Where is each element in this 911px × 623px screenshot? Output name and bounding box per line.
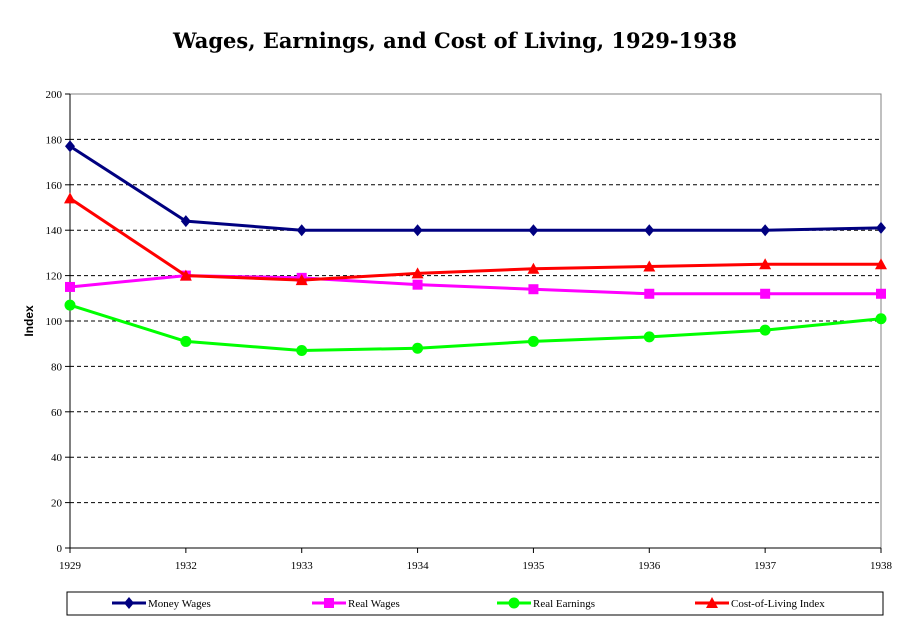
- legend-marker: [324, 598, 334, 608]
- series-cost-of-living-index: [64, 192, 887, 286]
- series-line: [69, 274, 881, 296]
- data-point: [760, 224, 771, 237]
- legend-label: Real Wages: [348, 598, 400, 610]
- data-point: [644, 224, 655, 237]
- legend-marker: [508, 597, 520, 609]
- legend-item: Money Wages: [112, 597, 211, 610]
- series-real-earnings: [64, 299, 887, 357]
- x-tick-label: 1934: [407, 560, 430, 572]
- y-tick-label: 120: [46, 271, 63, 283]
- legend-item: Real Earnings: [497, 597, 595, 610]
- data-point: [759, 258, 772, 270]
- data-point: [759, 324, 771, 336]
- y-tick-label: 20: [51, 498, 63, 510]
- data-point: [295, 274, 308, 286]
- legend-marker: [124, 597, 134, 609]
- x-tick-label: 1938: [870, 560, 893, 572]
- x-tick-label: 1936: [638, 560, 661, 572]
- y-tick-label: 0: [57, 543, 63, 555]
- legend-label: Money Wages: [148, 598, 211, 610]
- series-line: [69, 144, 882, 232]
- data-point: [296, 224, 307, 237]
- data-point: [412, 342, 424, 354]
- x-tick-label: 1929: [59, 560, 82, 572]
- data-point: [875, 313, 887, 325]
- x-tick-label: 1932: [175, 560, 197, 572]
- legend-item: Cost-of-Living Index: [695, 597, 825, 610]
- data-point: [412, 224, 423, 237]
- x-tick-label: 1935: [522, 560, 545, 572]
- legend-marker: [706, 597, 718, 608]
- x-axis: 1929 1932 1933 1934 1935 1936 1937 1938: [59, 547, 893, 572]
- data-point: [760, 288, 771, 299]
- legend-label: Real Earnings: [533, 598, 595, 610]
- legend-box: [66, 591, 884, 616]
- y-tick-label: 140: [46, 225, 63, 237]
- chart-title: Wages, Earnings, and Cost of Living, 192…: [172, 28, 737, 53]
- y-tick-label: 80: [51, 361, 63, 373]
- data-point: [296, 345, 308, 357]
- data-point: [65, 281, 75, 292]
- legend: Money Wages Real Wages Real Earnings Cost-o…: [112, 597, 825, 610]
- data-point: [876, 288, 886, 299]
- y-tick-label: 180: [46, 134, 63, 146]
- y-tick-label: 200: [46, 89, 63, 101]
- data-point: [180, 215, 191, 228]
- series-line: [69, 303, 882, 353]
- data-point: [643, 331, 655, 343]
- data-point: [411, 267, 424, 279]
- data-point: [528, 224, 539, 237]
- y-axis-label: Index: [22, 305, 36, 337]
- legend-label: Cost-of-Living Index: [731, 598, 825, 610]
- series-layer: [64, 140, 887, 357]
- gridlines: [70, 138, 881, 504]
- series-line: [69, 197, 881, 282]
- data-point: [644, 288, 655, 299]
- data-point: [180, 335, 192, 347]
- data-point: [876, 221, 886, 234]
- data-point: [527, 335, 539, 347]
- data-point: [412, 279, 423, 290]
- x-tick-label: 1933: [291, 560, 314, 572]
- data-point: [875, 258, 887, 270]
- data-point: [179, 269, 192, 281]
- data-point: [643, 260, 656, 272]
- data-point: [527, 262, 540, 274]
- x-tick-label: 1937: [754, 560, 777, 572]
- y-tick-label: 160: [46, 180, 63, 192]
- data-point: [65, 140, 75, 153]
- data-point: [64, 192, 76, 204]
- y-tick-label: 40: [51, 452, 63, 464]
- y-axis: 0 20 40 60 80 100 120 140 160 180 200: [46, 89, 71, 555]
- legend-item: Real Wages: [312, 598, 400, 610]
- series-money-wages: [65, 140, 886, 237]
- data-point: [528, 284, 539, 295]
- data-point: [64, 299, 76, 311]
- y-tick-label: 100: [46, 316, 63, 328]
- y-tick-label: 60: [51, 407, 63, 419]
